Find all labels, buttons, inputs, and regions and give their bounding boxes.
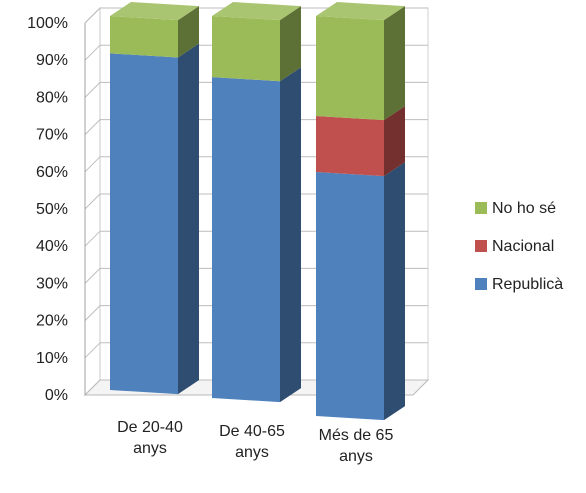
category-label: anys [339, 448, 373, 465]
legend-label: Nacional [492, 238, 554, 255]
legend-swatch [475, 278, 487, 290]
bar-segment-front [316, 16, 384, 121]
bar-segment-side [178, 6, 199, 58]
bar-segment-side [280, 6, 301, 82]
category-label: Més de 65 [319, 427, 394, 444]
bar-segment-front [110, 16, 178, 58]
bar-segment-top [110, 2, 199, 21]
category-label: anys [235, 444, 269, 461]
y-tick-label: 40% [36, 238, 68, 255]
y-tick-label: 100% [27, 15, 68, 32]
y-tick-label: 90% [36, 52, 68, 69]
bar-segment-top [316, 2, 405, 21]
bar-segment-front [316, 116, 384, 177]
gridline-side [84, 230, 101, 247]
gridline-side [84, 156, 101, 173]
bar-segment-side [384, 6, 405, 121]
y-tick-label: 60% [36, 164, 68, 181]
y-tick-label: 0% [45, 387, 68, 404]
bar-segment-front [316, 172, 384, 421]
y-tick-label: 50% [36, 201, 68, 218]
gridline-side [84, 44, 101, 61]
gridline-side [84, 82, 101, 98]
legend-label: No ho sé [492, 200, 556, 217]
bar-segment-side [178, 43, 199, 395]
bar-segment-side [384, 106, 405, 177]
y-tick-label: 20% [36, 313, 68, 330]
legend-swatch [475, 202, 487, 214]
bar-segment-side [280, 67, 301, 403]
bar-segment-top [212, 2, 301, 21]
gridline-side [84, 305, 101, 321]
bar-segment-front [110, 53, 178, 395]
bar-segment-side [384, 162, 405, 421]
bar-segment-front [212, 77, 280, 403]
gridline-side [84, 268, 101, 284]
gridline-side [84, 193, 101, 210]
legend-swatch [475, 240, 487, 252]
bar-segment-front [212, 16, 280, 82]
category-label: De 40-65 [219, 423, 285, 440]
y-tick-label: 70% [36, 127, 68, 144]
y-tick-label: 30% [36, 275, 68, 292]
legend-label: Republicà [492, 276, 563, 293]
gridline-side [84, 7, 101, 24]
y-tick-label: 80% [36, 89, 68, 106]
y-tick-label: 10% [36, 350, 68, 367]
gridline-side [84, 342, 101, 359]
gridline-side [84, 379, 101, 396]
category-label: De 20-40 [117, 419, 183, 436]
gridline-side [84, 119, 101, 135]
category-label: anys [133, 440, 167, 457]
